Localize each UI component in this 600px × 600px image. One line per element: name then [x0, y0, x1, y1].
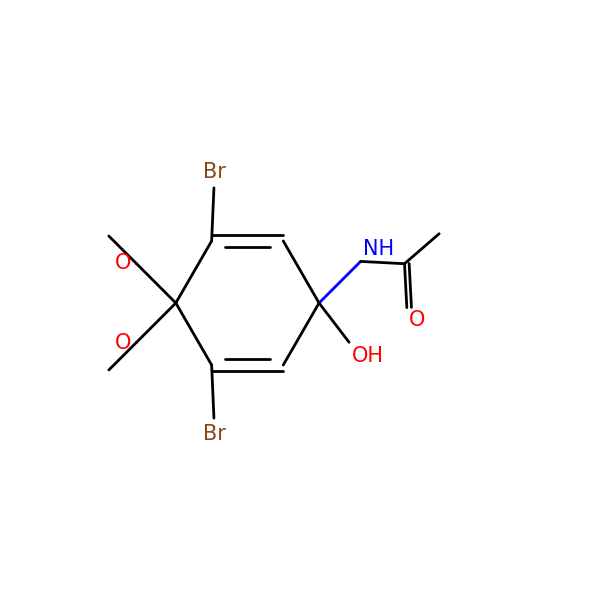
Text: O: O [115, 253, 131, 273]
Text: O: O [115, 333, 131, 353]
Text: NH: NH [363, 239, 394, 259]
Text: OH: OH [352, 346, 383, 366]
Text: Br: Br [203, 424, 226, 443]
Text: O: O [409, 310, 425, 330]
Text: Br: Br [203, 163, 226, 182]
